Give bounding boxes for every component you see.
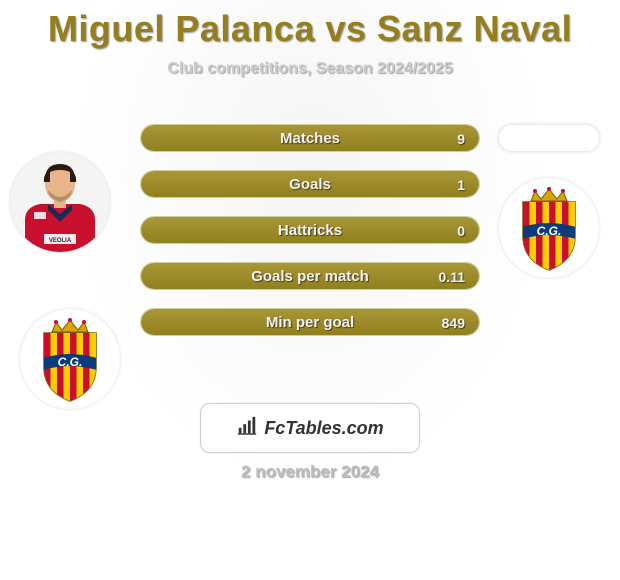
stat-row: Goals per match 0.11 [140,262,480,290]
crest-banner-text: C.G. [537,224,562,238]
stat-label: Goals [141,171,479,197]
stat-row: Min per goal 849 [140,308,480,336]
stat-value: 849 [442,309,465,335]
chart-icon [236,415,258,442]
page-title: Miguel Palanca vs Sanz Naval [0,0,620,50]
date-text: 2 november 2024 [0,462,620,482]
svg-text:VEOLIA: VEOLIA [49,238,72,244]
stat-value: 0.11 [439,263,465,289]
stats-list: Matches 9 Goals 1 Hattricks 0 Goals per … [140,124,480,354]
watermark-box: FcTables.com [200,403,420,453]
subtitle: Club competitions, Season 2024/2025 [0,60,620,78]
stat-label: Matches [141,125,479,151]
stat-label: Goals per match [141,263,479,289]
club-crest-left: C.G. [20,309,120,409]
stat-value: 9 [457,125,465,151]
crest-banner-text: C.G. [58,355,83,369]
stat-value: 1 [457,171,465,197]
stat-label: Hattricks [141,217,479,243]
watermark-text: FcTables.com [264,418,383,439]
stat-value: 0 [457,217,465,243]
player-portrait-left: VEOLIA [10,152,110,252]
stat-row: Goals 1 [140,170,480,198]
player-portrait-right-placeholder [499,125,599,151]
stat-row: Matches 9 [140,124,480,152]
stat-row: Hattricks 0 [140,216,480,244]
stat-label: Min per goal [141,309,479,335]
club-crest-right: C.G. [499,178,599,278]
